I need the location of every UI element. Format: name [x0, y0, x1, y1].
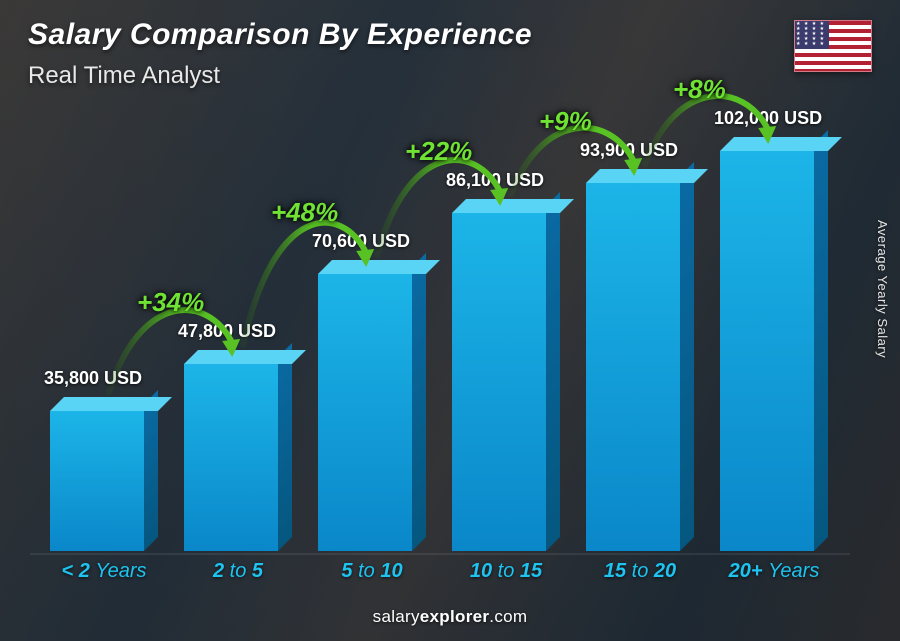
percent-increase-badge: +34% [137, 287, 204, 318]
bar-front [50, 411, 144, 551]
percent-increase-badge: +8% [673, 74, 726, 105]
bar-value-label: 47,800 USD [178, 321, 276, 342]
bar-top-face [318, 260, 440, 274]
bar-value-label: 86,100 USD [446, 170, 544, 191]
bar-side-face [144, 390, 158, 551]
y-axis-label: Average Yearly Salary [875, 220, 890, 358]
x-category-label: 2 to 5 [176, 560, 300, 583]
page-title: Salary Comparison By Experience [28, 18, 532, 52]
footer-source: salaryexplorer.com [0, 607, 900, 627]
bar-top-face [720, 137, 842, 151]
bar-front [184, 364, 278, 551]
bar-side-face [412, 253, 426, 551]
footer-text-prefix: salary [373, 607, 420, 626]
bar-side-face [546, 192, 560, 551]
x-category-label: < 2 Years [42, 560, 166, 583]
x-category-label: 10 to 15 [444, 560, 568, 583]
us-flag-icon: ★ ★ ★ ★ ★ ★ ★ ★ ★ ★ ★ ★ ★ ★ ★ ★ ★ ★ ★ ★ [794, 20, 872, 72]
bar-top-face [452, 199, 574, 213]
infographic-stage: Salary Comparison By Experience Real Tim… [0, 0, 900, 641]
bar [318, 260, 426, 551]
x-category-label: 5 to 10 [310, 560, 434, 583]
bar-front [452, 213, 546, 551]
bar-side-face [814, 130, 828, 551]
bar [452, 199, 560, 551]
bar-side-face [680, 162, 694, 551]
bar-top-face [184, 350, 306, 364]
bar-value-label: 102,000 USD [714, 108, 822, 129]
footer-text-bold: explorer [420, 607, 490, 626]
chart-baseline [30, 553, 850, 555]
bar-front [586, 183, 680, 551]
bar-value-label: 70,600 USD [312, 231, 410, 252]
x-category-label: 15 to 20 [578, 560, 702, 583]
bar [720, 137, 828, 551]
bar-value-label: 93,900 USD [580, 140, 678, 161]
bar-front [318, 274, 412, 551]
percent-increase-badge: +48% [271, 197, 338, 228]
bar [586, 169, 694, 551]
bar-front [720, 151, 814, 551]
x-category-label: 20+ Years [712, 560, 836, 583]
bar [50, 397, 158, 551]
bar-top-face [50, 397, 172, 411]
bar [184, 350, 292, 551]
flag-canton: ★ ★ ★ ★ ★ ★ ★ ★ ★ ★ ★ ★ ★ ★ ★ ★ ★ ★ ★ ★ [795, 21, 829, 49]
percent-increase-badge: +9% [539, 106, 592, 137]
bar-value-label: 35,800 USD [44, 368, 142, 389]
footer-text-suffix: .com [489, 607, 527, 626]
bar-top-face [586, 169, 708, 183]
page-subtitle: Real Time Analyst [28, 62, 220, 90]
percent-increase-badge: +22% [405, 136, 472, 167]
bar-chart: 35,800 USD< 2 Years47,800 USD2 to 570,60… [38, 120, 840, 551]
bar-side-face [278, 343, 292, 551]
